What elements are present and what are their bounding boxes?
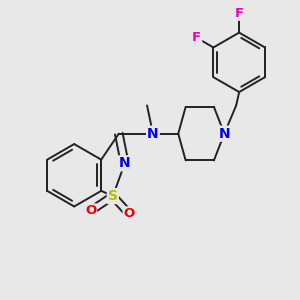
Text: F: F <box>235 7 244 20</box>
Text: N: N <box>147 127 159 141</box>
Text: N: N <box>218 127 230 141</box>
Text: F: F <box>192 31 201 44</box>
Text: O: O <box>85 204 96 218</box>
Text: N: N <box>119 156 130 170</box>
Text: O: O <box>124 207 135 220</box>
Text: S: S <box>108 189 118 203</box>
